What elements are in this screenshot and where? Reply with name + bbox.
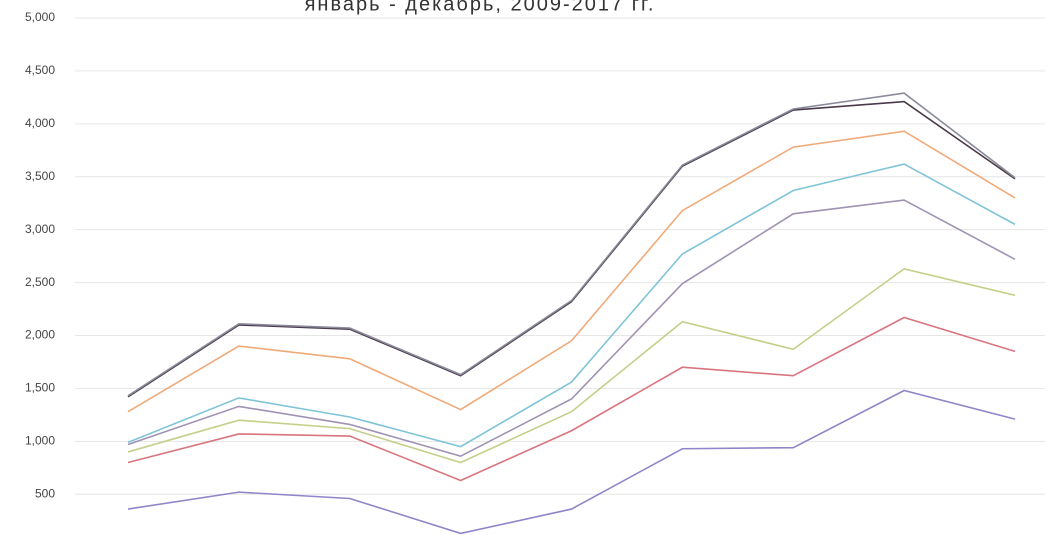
series-line	[127, 130, 1016, 413]
series-line	[127, 100, 1016, 398]
series-line	[127, 267, 1016, 464]
series-line	[127, 163, 1016, 448]
chart-title: январь - декабрь, 2009-2017 гг.	[305, 0, 656, 15]
series-line	[127, 389, 1016, 535]
y-tick-label: 500	[35, 486, 55, 500]
series-line	[127, 199, 1016, 458]
y-tick-label: 1,000	[25, 434, 55, 448]
y-tick-label: 3,000	[25, 222, 55, 236]
y-tick-label: 2,000	[25, 328, 55, 342]
y-tick-label: 1,500	[25, 381, 55, 395]
y-tick-label: 3,500	[25, 169, 55, 183]
series-line	[127, 316, 1016, 482]
y-tick-label: 4,000	[25, 116, 55, 130]
y-tick-label: 4,500	[25, 63, 55, 77]
series-line	[127, 92, 1016, 397]
y-tick-label: 5,000	[25, 10, 55, 24]
y-tick-label: 2,500	[25, 275, 55, 289]
